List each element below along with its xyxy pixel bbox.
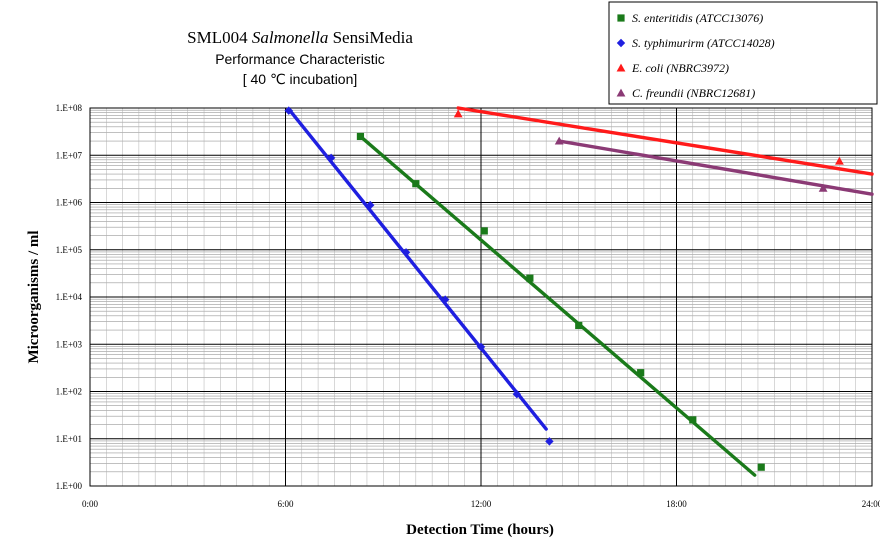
legend-entry-2-strain: (ATCC14028) — [704, 36, 775, 50]
legend-entry-1-species: S. enteritidis — [632, 11, 693, 25]
y-tick-label: 1.E+05 — [56, 245, 83, 255]
x-tick-label: 12:00 — [471, 499, 492, 509]
chart-subtitle-line-2: [ 40 ℃ incubation] — [243, 71, 358, 87]
legend-marker-3 — [616, 63, 626, 72]
plot-border — [89, 107, 873, 487]
data-point-series-2 — [401, 248, 411, 257]
legend-entry-1-strain: (ATCC13076) — [693, 11, 764, 25]
legend-entry-4-strain: (NBRC12681) — [684, 86, 756, 100]
trendline-series-3 — [456, 106, 874, 176]
data-point-series-1 — [689, 416, 697, 424]
data-point-series-1 — [412, 180, 420, 188]
legend-entry-4-species: C. freundii — [632, 86, 684, 100]
chart-subtitle-line-1: Performance Characteristic — [215, 51, 385, 67]
data-point-series-1 — [575, 321, 583, 330]
legend-marker-4 — [616, 88, 626, 97]
y-tick-label: 1.E+00 — [56, 481, 83, 491]
y-tick-label: 1.E+03 — [56, 339, 83, 349]
data-point-series-1 — [757, 463, 765, 471]
data-point-series-2 — [545, 437, 554, 446]
x-tick-label: 18:00 — [666, 499, 687, 509]
data-point-series-3 — [835, 156, 844, 165]
legend-box — [608, 1, 878, 105]
chart-title: SML004 Salmonella SensiMedia — [187, 28, 413, 47]
trendline-series-1 — [358, 134, 757, 477]
y-tick-label: 1.E+08 — [56, 103, 83, 113]
marker-layer — [284, 106, 844, 471]
x-tick-label: 6:00 — [277, 499, 294, 509]
data-point-series-1 — [480, 227, 488, 235]
legend-entry-2-species: S. typhimurirm — [632, 36, 704, 50]
y-tick-label: 1.E+01 — [56, 434, 82, 444]
data-point-series-1 — [526, 274, 534, 282]
trendline-series-4 — [557, 139, 874, 196]
chart-title-suffix: SensiMedia — [328, 28, 413, 47]
legend-markers — [616, 14, 626, 97]
y-tick-label: 1.E+02 — [56, 387, 82, 397]
legend-entry-2: S. typhimurirm (ATCC14028) — [632, 36, 775, 50]
data-point-series-4 — [554, 136, 564, 145]
legend-marker-2 — [616, 38, 626, 48]
legend-entry-3-species: E. coli — [631, 61, 663, 75]
x-tick-label: 0:00 — [82, 499, 99, 509]
data-point-series-2 — [366, 200, 375, 210]
data-point-series-2 — [284, 106, 293, 115]
trendline-series-2 — [287, 107, 548, 431]
y-tick-label: 1.E+06 — [56, 198, 83, 208]
x-tick-label: 24:00 — [862, 499, 880, 509]
grid-layer — [89, 107, 873, 487]
y-tick-label: 1.E+07 — [56, 150, 83, 160]
x-axis-label: Detection Time (hours) — [406, 522, 554, 538]
chart-title-prefix: SML004 — [187, 28, 252, 47]
data-point-series-4 — [818, 183, 828, 192]
data-point-series-1 — [356, 132, 365, 141]
y-tick-label: 1.E+04 — [56, 292, 83, 302]
legend-entry-4: C. freundii (NBRC12681) — [632, 86, 755, 100]
legend: S. enteritidis (ATCC13076) S. typhimurir… — [608, 1, 878, 105]
legend-entry-3: E. coli (NBRC3972) — [631, 61, 729, 75]
legend-marker-1 — [617, 14, 625, 22]
data-point-series-2 — [476, 342, 486, 352]
legend-entry-3-strain: (NBRC3972) — [663, 61, 729, 75]
tick-layer: 1.E+00 1.E+01 1.E+02 1.E+03 1.E+04 1.E+05 1.E+… — [56, 103, 880, 509]
data-point-series-2 — [512, 389, 522, 399]
chart-title-italic: Salmonella — [252, 28, 329, 47]
trend-layer — [287, 106, 874, 477]
data-point-series-3 — [453, 109, 463, 118]
data-point-series-2 — [326, 153, 336, 163]
legend-entry-1: S. enteritidis (ATCC13076) — [632, 11, 763, 25]
data-point-series-2 — [440, 295, 450, 304]
data-point-series-1 — [637, 369, 645, 377]
y-axis-label: Microorganisms / ml — [26, 230, 42, 363]
